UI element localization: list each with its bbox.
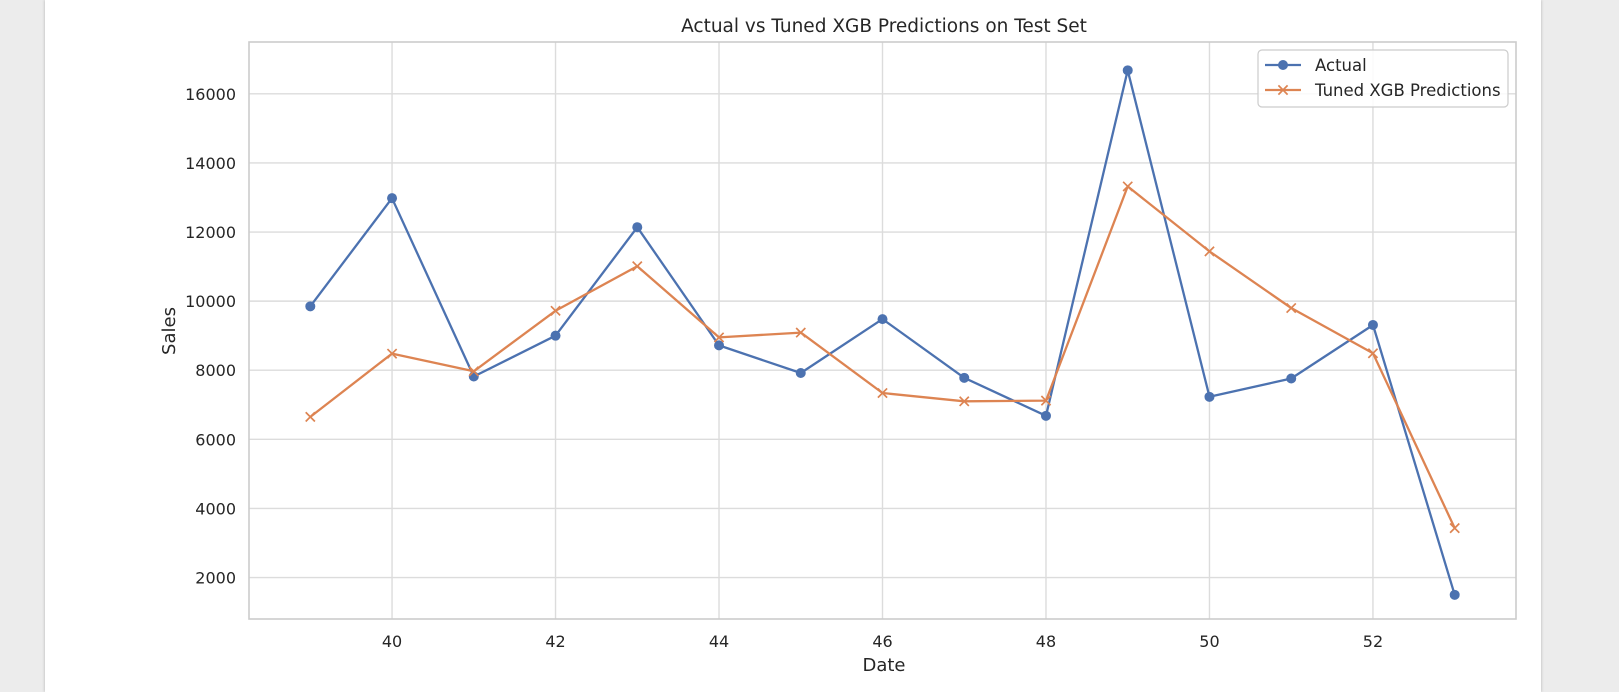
- legend-label: Tuned XGB Predictions: [1314, 81, 1501, 100]
- data-point-prediction: [305, 411, 316, 423]
- legend-label: Actual: [1315, 56, 1367, 75]
- data-point-actual: [468, 371, 479, 382]
- data-point-prediction: [632, 261, 643, 272]
- x-tick-label: 42: [545, 632, 565, 651]
- x-tick-label: 44: [709, 632, 729, 651]
- data-point-prediction: [877, 387, 888, 399]
- data-point-prediction: [713, 332, 725, 343]
- data-point-actual: [959, 372, 970, 383]
- legend-marker-circle: [1278, 60, 1288, 70]
- data-point-actual: [387, 193, 398, 204]
- y-tick-label: 14000: [185, 154, 236, 173]
- data-point-actual: [795, 367, 806, 378]
- data-point-prediction: [1449, 522, 1460, 534]
- legend-marker-x: [1277, 84, 1289, 96]
- data-point-actual: [1204, 391, 1215, 402]
- y-tick-label: 4000: [195, 499, 236, 518]
- data-point-actual: [632, 222, 643, 233]
- y-tick-label: 12000: [185, 223, 236, 242]
- y-tick-label: 16000: [185, 85, 236, 104]
- data-point-prediction: [468, 366, 479, 377]
- data-point-actual: [877, 314, 888, 325]
- legend: Actual Tuned XGB Predictions: [1257, 49, 1509, 108]
- y-axis-label: Sales: [159, 307, 180, 355]
- x-axis-label: Date: [862, 655, 905, 676]
- data-point-actual: [1040, 410, 1051, 421]
- data-point-prediction: [1204, 246, 1215, 257]
- data-point-actual: [550, 330, 561, 341]
- data-point-prediction: [1122, 181, 1133, 192]
- x-tick-label: 50: [1199, 632, 1219, 651]
- data-point-prediction: [1286, 302, 1297, 314]
- data-point-actual: [1122, 65, 1133, 76]
- data-point-prediction: [1040, 395, 1052, 406]
- legend-box: [1257, 49, 1509, 108]
- data-point-prediction: [959, 396, 970, 407]
- y-tick-label: 2000: [195, 569, 236, 588]
- data-point-actual: [305, 301, 316, 312]
- chart-title: Actual vs Tuned XGB Predictions on Test …: [681, 16, 1087, 37]
- data-point-prediction: [1367, 348, 1379, 359]
- y-tick-label: 6000: [195, 430, 236, 449]
- tick-labels: 40 42 44 46 48 50 52 2000 4000 6000 8000 10000 12000…: [185, 85, 1383, 651]
- grid-lines: [249, 42, 1516, 619]
- x-tick-label: 40: [382, 632, 402, 651]
- data-point-prediction: [386, 348, 398, 359]
- data-point-actual: [1449, 589, 1460, 600]
- data-point-prediction: [795, 327, 806, 338]
- x-tick-label: 52: [1363, 632, 1383, 651]
- series-group: [305, 65, 1460, 600]
- data-point-actual: [1367, 319, 1378, 330]
- figure-page: [45, 0, 1541, 692]
- data-point-actual: [1286, 373, 1297, 384]
- y-tick-label: 10000: [185, 292, 236, 311]
- plot-frame: [248, 41, 1517, 620]
- x-tick-label: 46: [872, 632, 892, 651]
- data-point-actual: [714, 340, 725, 351]
- x-tick-label: 48: [1036, 632, 1056, 651]
- data-point-prediction: [550, 305, 561, 317]
- y-tick-label: 8000: [195, 361, 236, 380]
